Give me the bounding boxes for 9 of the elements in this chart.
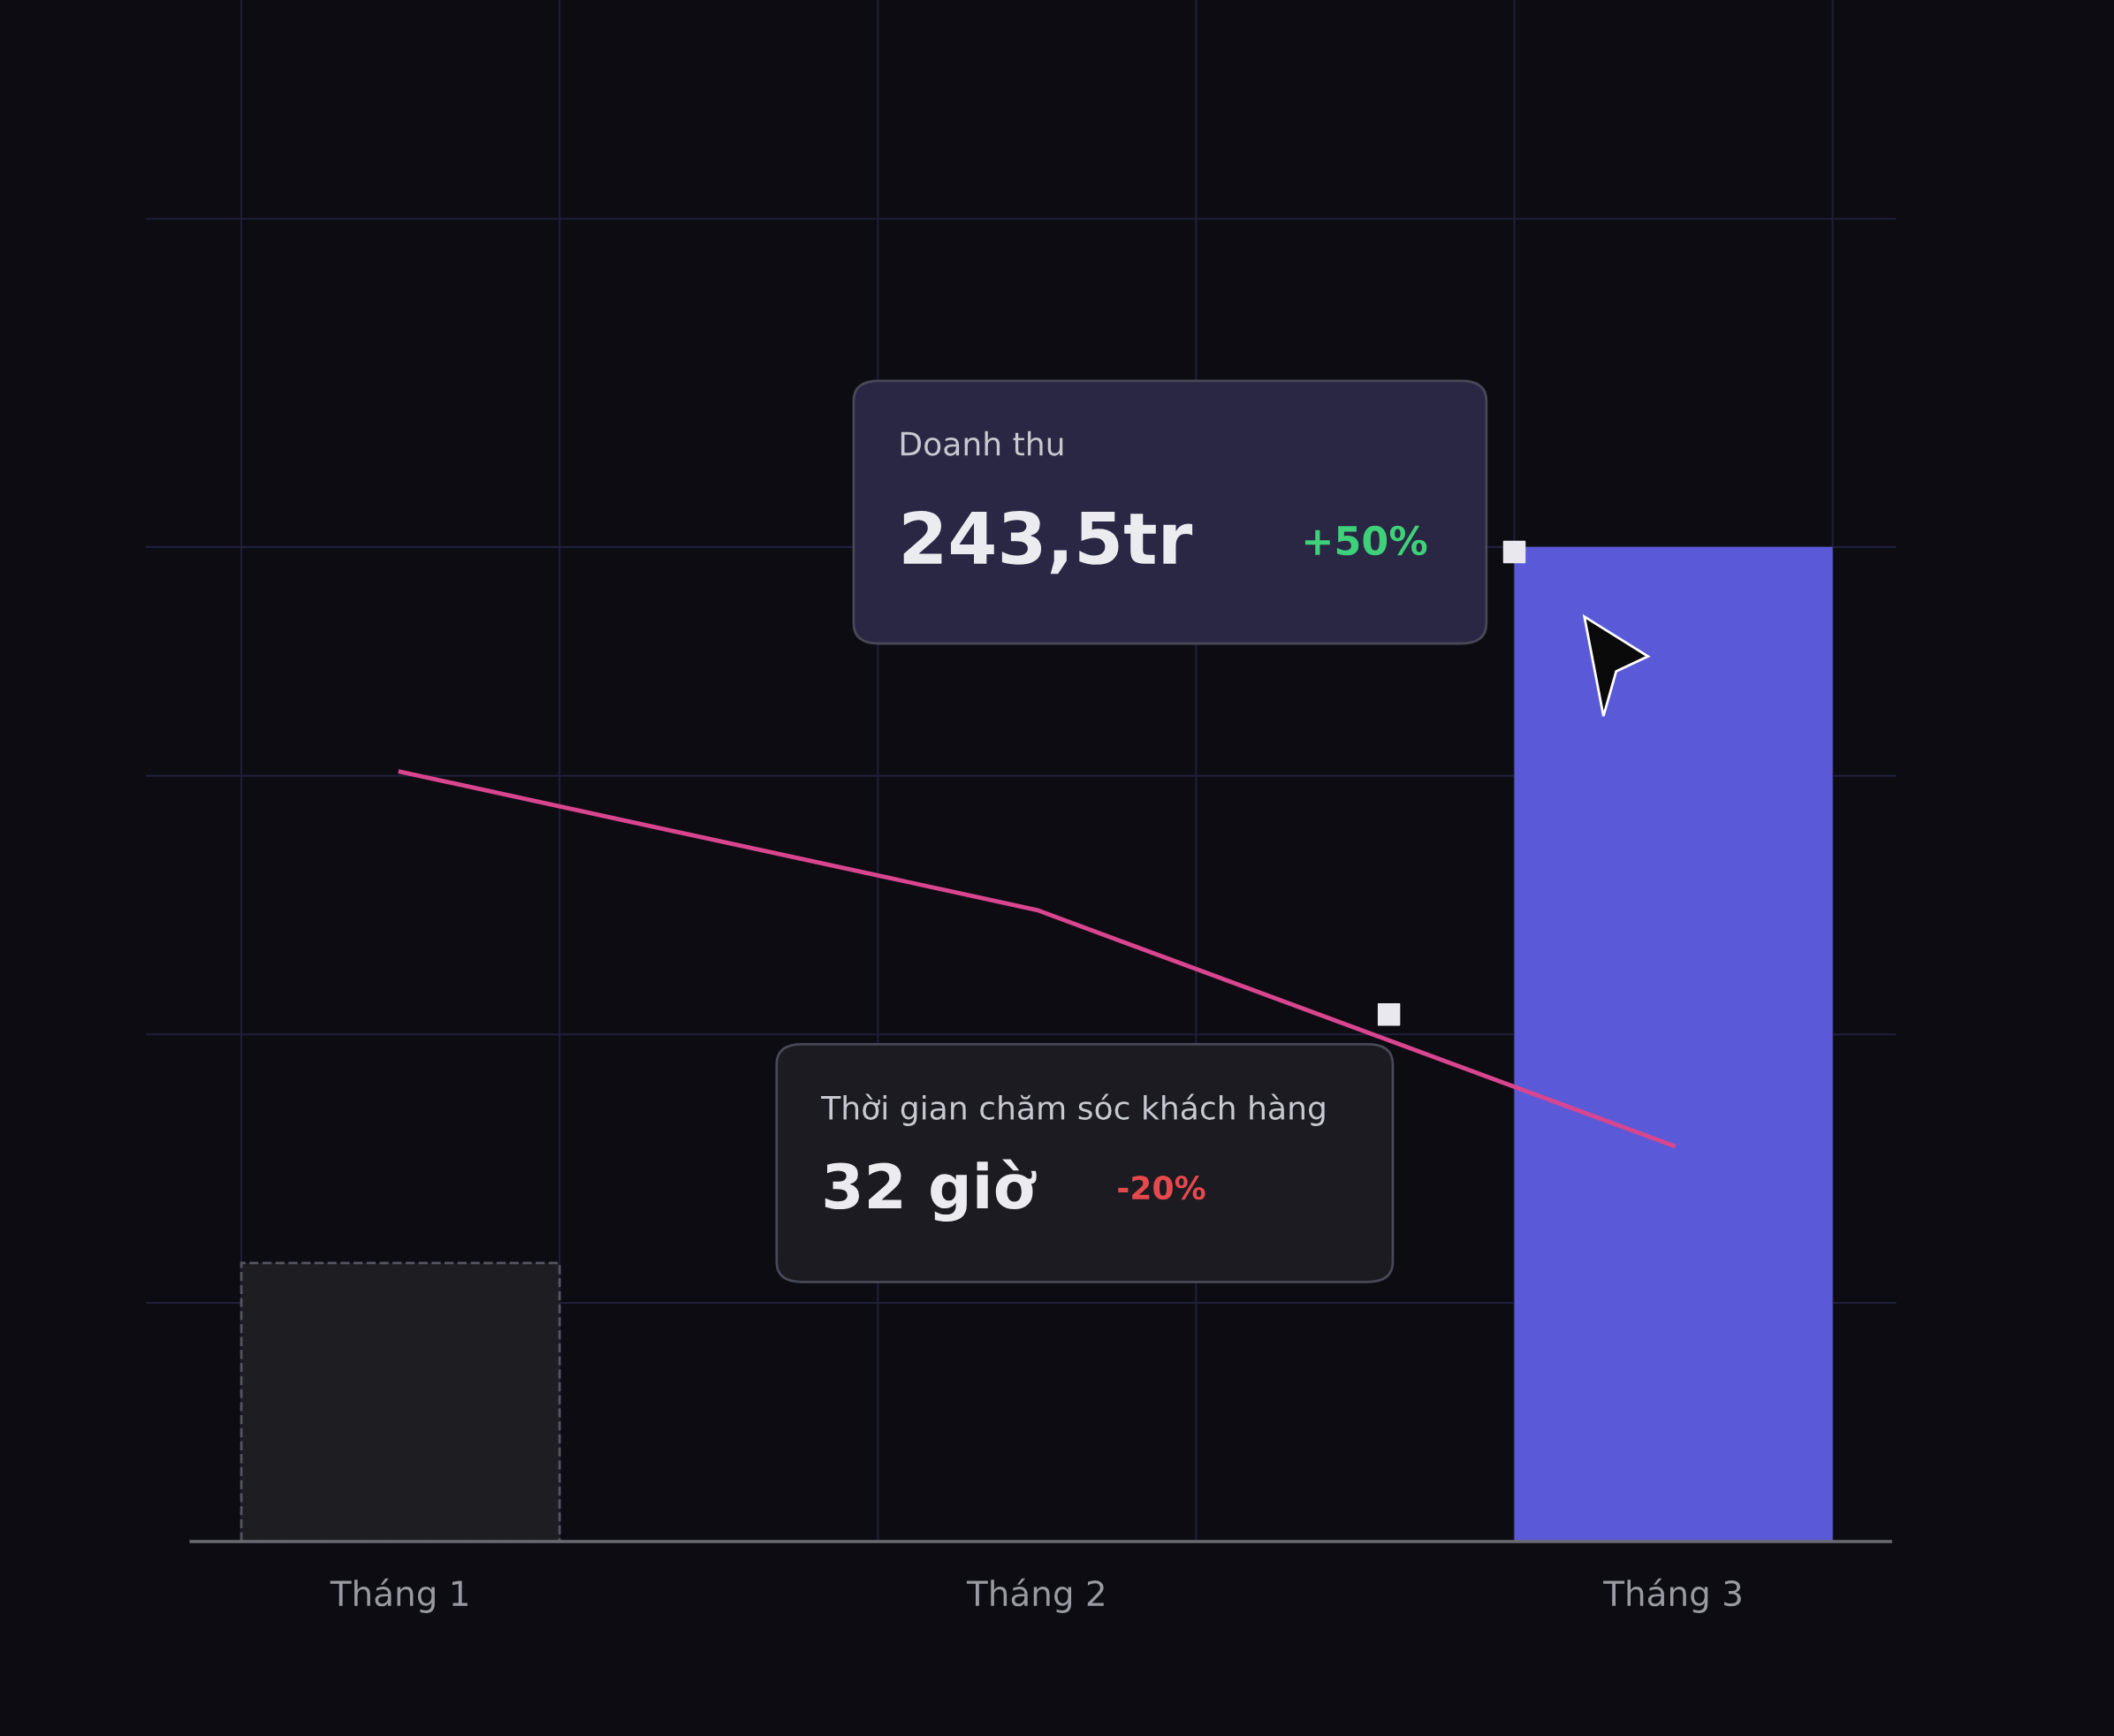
annotation: -20% xyxy=(1118,1176,1205,1200)
annotation: 32 giờ xyxy=(825,1159,1037,1222)
annotation: Thời gian chăm sóc khách hàng xyxy=(821,1093,1325,1126)
x-tick-label: Tháng 1 xyxy=(330,1578,468,1613)
text: Doanh thu xyxy=(901,430,1063,456)
x-tick-label: Tháng 2 xyxy=(966,1578,1104,1613)
annotation: 243,5tr xyxy=(903,510,1193,575)
x-tick-label: Tháng 3 xyxy=(1603,1578,1741,1613)
annotation: +50% xyxy=(1304,525,1427,556)
